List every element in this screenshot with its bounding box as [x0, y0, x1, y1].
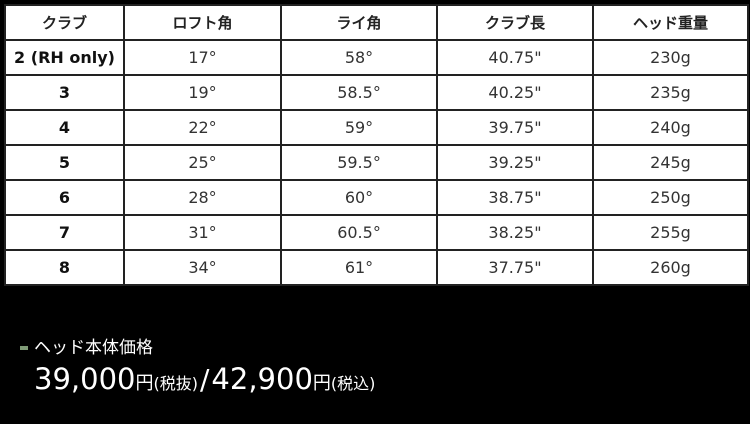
table-row: 8 34° 61° 37.75" 260g	[4, 249, 749, 286]
table-cell: 31°	[123, 214, 282, 251]
table-cell: 58.5°	[280, 74, 438, 111]
table-header-row: クラブ ロフト角 ライ角 クラブ長 ヘッド重量	[4, 4, 749, 41]
tax-incl-note: (税込)	[330, 374, 376, 393]
table-row: 4 22° 59° 39.75" 240g	[4, 109, 749, 146]
table-cell: 60°	[280, 179, 438, 216]
table-row: 2 (RH only) 17° 58° 40.75" 230g	[4, 39, 749, 76]
separator: /	[199, 363, 210, 396]
table-row: 7 31° 60.5° 38.25" 255g	[4, 214, 749, 251]
table-cell: 37.75"	[436, 249, 594, 286]
yen-unit: 円	[312, 373, 331, 394]
table-cell: 39.75"	[436, 109, 594, 146]
table-cell: 8	[4, 249, 125, 286]
table-row: 5 25° 59.5° 39.25" 245g	[4, 144, 749, 181]
table-cell: 28°	[123, 179, 282, 216]
table-cell: 22°	[123, 109, 282, 146]
bullet-icon	[20, 346, 28, 350]
table-cell: 59°	[280, 109, 438, 146]
table-cell: 5	[4, 144, 125, 181]
table-cell: 2 (RH only)	[4, 39, 125, 76]
price-label: ヘッド本体価格	[20, 333, 153, 358]
column-header: ライ角	[280, 4, 438, 41]
table-cell: 3	[4, 74, 125, 111]
table-cell: 59.5°	[280, 144, 438, 181]
table-cell: 39.25"	[436, 144, 594, 181]
table-cell: 17°	[123, 39, 282, 76]
table-cell: 230g	[592, 39, 749, 76]
spec-table: クラブ ロフト角 ライ角 クラブ長 ヘッド重量 2 (RH only) 17° 58° 40.…	[4, 4, 749, 286]
table-cell: 250g	[592, 179, 749, 216]
table-cell: 38.25"	[436, 214, 594, 251]
tax-excl-note: (税抜)	[153, 374, 198, 393]
table-cell: 7	[4, 214, 125, 251]
table-cell: 58°	[280, 39, 438, 76]
table-cell: 40.25"	[436, 74, 594, 111]
table-cell: 34°	[123, 249, 282, 286]
yen-unit: 円	[135, 373, 154, 394]
table-cell: 255g	[592, 214, 749, 251]
column-header: ヘッド重量	[592, 4, 749, 41]
table-cell: 240g	[592, 109, 749, 146]
column-header: クラブ長	[436, 4, 594, 41]
table-cell: 38.75"	[436, 179, 594, 216]
table-cell: 235g	[592, 74, 749, 111]
table-cell: 40.75"	[436, 39, 594, 76]
table-cell: 6	[4, 179, 125, 216]
price-excl-amount: 39,000	[34, 362, 136, 396]
column-header: ロフト角	[123, 4, 282, 41]
column-header: クラブ	[4, 4, 125, 41]
table-cell: 61°	[280, 249, 438, 286]
table-row: 3 19° 58.5° 40.25" 235g	[4, 74, 749, 111]
price-label-text: ヘッド本体価格	[34, 338, 153, 358]
price-line: 39,000円(税抜)/42,900円(税込)	[34, 362, 375, 396]
table-cell: 260g	[592, 249, 749, 286]
table-cell: 25°	[123, 144, 282, 181]
price-incl-amount: 42,900	[211, 362, 313, 396]
table-cell: 245g	[592, 144, 749, 181]
table-cell: 19°	[123, 74, 282, 111]
table-cell: 60.5°	[280, 214, 438, 251]
table-cell: 4	[4, 109, 125, 146]
table-row: 6 28° 60° 38.75" 250g	[4, 179, 749, 216]
